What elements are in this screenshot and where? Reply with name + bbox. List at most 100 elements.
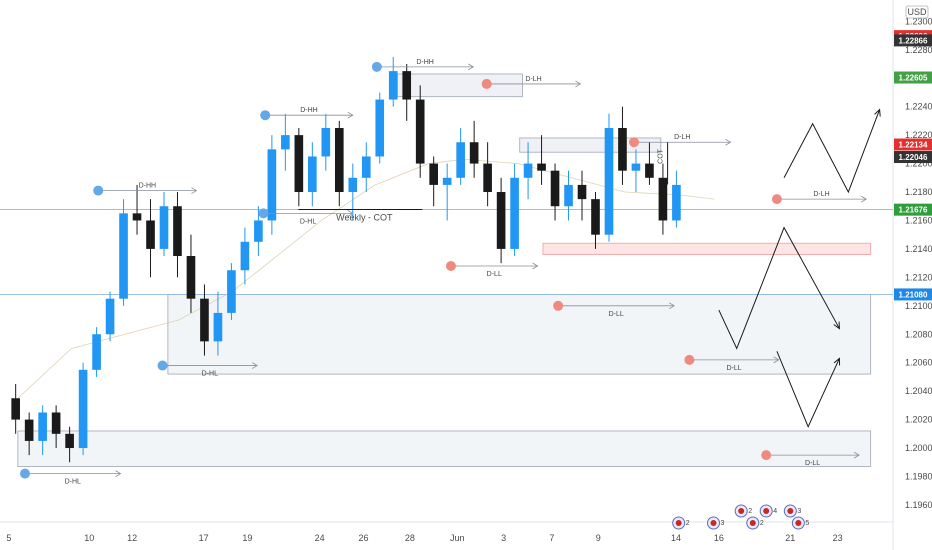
candle [658,163,668,235]
candle [334,120,344,207]
candle-body [375,99,385,157]
marker-label: D-LH [674,134,690,141]
candle-body [65,433,74,449]
candle [672,170,681,228]
candle [348,163,358,221]
event-count: 3 [721,520,725,527]
marker-dot [684,354,695,365]
event-dot [738,508,745,514]
swing-marker: D-HH [260,107,354,121]
candle-body [24,419,34,441]
event-dot [763,508,770,514]
candle-body [186,256,196,299]
marker-dot [260,110,271,121]
candle-body [550,170,560,207]
swing-marker: D-LH [629,134,732,148]
candle [321,113,331,171]
candle-body [564,184,573,207]
candle-body [92,334,101,370]
projection-line [776,351,840,428]
candles [11,56,681,463]
candle [38,405,47,456]
marker-arrow [532,262,539,270]
candle-body [402,71,412,100]
marker-arrow [853,451,860,459]
marker-dot [629,137,640,148]
candle-body [281,135,290,150]
price-tick-label: 1.20400 [905,386,932,396]
candle-body [361,156,371,178]
price-tick-label: 1.22400 [905,102,932,112]
marker-label: D-HH [139,183,157,190]
candle [267,135,277,235]
marker-label: D-HL [202,371,218,378]
candle [281,113,290,171]
candle [308,142,317,207]
time-tick-label: 14 [671,533,681,543]
candle [537,135,546,185]
marker-label: D-LL [609,311,624,318]
candle [550,163,560,221]
candle-body [388,71,398,100]
price-tick-label: 1.22800 [905,45,932,55]
annotation-text: COT [658,148,665,164]
candle [240,227,250,285]
candle-body [456,142,465,178]
candle [496,177,506,264]
markers: D-HH D-HH D-HH D-LH D-LH D-LH D-HL D-HL D-HL D-LL… [20,59,867,486]
time-tick-label: 17 [199,533,209,543]
swing-marker: D-HL [258,208,354,225]
zone-rect [542,242,872,255]
marker-arrow [251,362,258,369]
zones [17,73,872,467]
marker-label: D-LL [726,365,741,372]
marker-dot [157,360,168,371]
candle [429,156,439,207]
candle [105,291,115,342]
candle [604,113,614,242]
marker-label: D-HH [416,59,434,66]
time-tick-label: Jun [450,533,465,543]
candle [456,128,465,185]
candle-body [159,206,169,249]
price-badge-text: 1.22046 [899,153,928,162]
marker-label: D-LL [805,460,820,467]
candle-body [591,199,600,235]
swing-marker: D-LL [684,354,780,372]
candle-body [469,142,479,164]
candle-body [321,128,331,157]
projection-line [783,109,881,194]
candle-body [429,163,439,185]
candle [119,199,128,306]
candle [388,56,398,107]
candle-body [254,220,263,242]
price-tick-label: 1.19800 [905,471,932,481]
time-tick-label: 21 [785,533,795,543]
marker-arrow [669,302,675,310]
price-tick-label: 1.21800 [905,187,932,197]
zone-rect [519,137,662,153]
currency-box [905,5,929,19]
price-tick-label: 1.20600 [905,358,932,368]
horizontal-lines [0,209,893,295]
candle [577,170,587,221]
candle [402,64,412,121]
marker-dot [20,468,31,479]
currency-label: USD [907,7,927,17]
price-badge-text: 1.21080 [899,290,928,299]
time-tick-label: 24 [315,533,325,543]
event-badge: 2 [672,516,690,530]
marker-label: D-HH [300,107,318,114]
candle [469,120,479,178]
candle-body [213,312,223,342]
price-tick-label: 1.21000 [905,301,932,311]
candle [254,206,263,257]
marker-arrow [725,138,732,146]
swing-marker: D-LH [481,76,582,89]
time-tick-label: 23 [833,533,843,543]
event-badge: 3 [783,504,801,518]
zone-rect [167,294,872,375]
candle-body [240,241,250,271]
event-count: 2 [686,520,690,527]
candle [415,85,425,178]
